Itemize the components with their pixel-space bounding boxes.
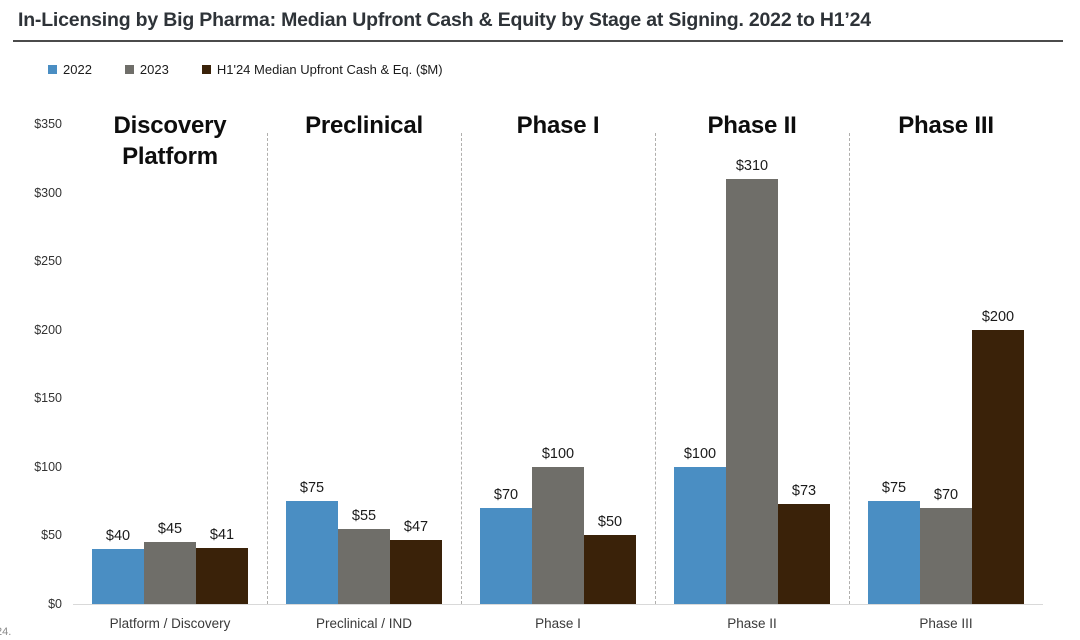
bar-value-label: $40 bbox=[105, 528, 131, 544]
y-axis-tick-label: $50 bbox=[41, 528, 62, 543]
bar-value-label: $75 bbox=[299, 480, 325, 496]
bar-value-label: $70 bbox=[493, 487, 519, 503]
bar-cluster: $100 $310 $73 bbox=[674, 124, 830, 604]
bar-with-label: $50 bbox=[584, 514, 636, 604]
page-title: In-Licensing by Big Pharma: Median Upfro… bbox=[18, 9, 871, 31]
chart-group: Discovery Platform $40 $45 $41 Platform / Di… bbox=[73, 112, 267, 631]
y-axis-tick-label: $250 bbox=[34, 254, 62, 269]
bar-value-label: $100 bbox=[683, 446, 717, 462]
bar-with-label: $45 bbox=[144, 521, 196, 604]
group-header: Phase III bbox=[898, 112, 994, 139]
bar-value-label: $73 bbox=[791, 483, 817, 499]
bar-with-label: $100 bbox=[674, 446, 726, 604]
y-axis-tick-label: $200 bbox=[34, 322, 62, 337]
bar-with-label: $200 bbox=[972, 309, 1024, 604]
bar-value-label: $70 bbox=[933, 487, 959, 503]
legend-label: H1'24 Median Upfront Cash & Eq. ($M) bbox=[216, 62, 443, 77]
group-divider bbox=[655, 133, 656, 604]
bar-with-label: $70 bbox=[480, 487, 532, 604]
x-axis-label: Phase III bbox=[919, 616, 973, 631]
bar-value-label: $200 bbox=[981, 309, 1015, 325]
bar-2022 bbox=[92, 549, 144, 604]
bar-with-label: $75 bbox=[868, 480, 920, 604]
bar-value-label: $47 bbox=[403, 519, 429, 535]
chart-group: Phase I $70 $100 $50 Phase I bbox=[461, 112, 655, 631]
legend: 2022 2023 H1'24 Median Upfront Cash & Eq. … bbox=[48, 62, 443, 77]
bar-value-label: $45 bbox=[157, 521, 183, 537]
y-axis-tick-label: $150 bbox=[34, 391, 62, 406]
bar-cluster: $75 $70 $200 bbox=[868, 124, 1024, 604]
legend-item-2: 2023 bbox=[124, 62, 169, 77]
bar-h1'24 bbox=[584, 535, 636, 604]
legend-item-3: H1'24 Median Upfront Cash & Eq. ($M) bbox=[201, 62, 443, 77]
group-divider bbox=[849, 133, 850, 604]
bar-with-label: $55 bbox=[338, 508, 390, 604]
y-axis-tick-label: $350 bbox=[34, 117, 62, 131]
group-header: Preclinical bbox=[305, 112, 423, 139]
group-divider bbox=[461, 133, 462, 604]
bar-2023 bbox=[144, 542, 196, 604]
bar-2022 bbox=[868, 501, 920, 604]
bar-2022 bbox=[480, 508, 532, 604]
y-axis-tick-label: $0 bbox=[48, 597, 62, 611]
bar-value-label: $50 bbox=[597, 514, 623, 530]
title-divider bbox=[13, 40, 1063, 42]
bar-value-label: $75 bbox=[881, 480, 907, 496]
bar-h1'24 bbox=[778, 504, 830, 604]
bar-h1'24 bbox=[972, 330, 1024, 604]
bar-value-label: $41 bbox=[209, 527, 235, 543]
x-axis-label: Phase II bbox=[727, 616, 777, 631]
legend-swatch-icon bbox=[124, 65, 134, 74]
group-header: Discovery Platform bbox=[113, 112, 227, 171]
bar-value-label: $100 bbox=[541, 446, 575, 462]
group-divider bbox=[267, 133, 268, 604]
bar-cluster: $40 $45 $41 bbox=[92, 124, 248, 604]
bar-chart-plot-area: Discovery Platform $40 $45 $41 Platform / Di… bbox=[73, 112, 1043, 631]
bar-with-label: $75 bbox=[286, 480, 338, 604]
bar-with-label: $47 bbox=[390, 519, 442, 604]
bar-value-label: $55 bbox=[351, 508, 377, 524]
y-axis: $0 $50 $100 $150 $200 $250 $300 $350 bbox=[0, 117, 62, 611]
bar-with-label: $310 bbox=[726, 158, 778, 604]
x-axis-label: Preclinical / IND bbox=[315, 616, 413, 631]
bar-h1'24 bbox=[390, 540, 442, 604]
group-header: Phase I bbox=[516, 112, 600, 139]
bar-2023 bbox=[532, 467, 584, 604]
bar-value-label: $310 bbox=[735, 158, 769, 174]
legend-item-1: 2022 bbox=[48, 62, 92, 77]
bar-cluster: $75 $55 $47 bbox=[286, 124, 442, 604]
bar-2023 bbox=[920, 508, 972, 604]
x-axis-label: Phase I bbox=[535, 616, 581, 631]
bar-2023 bbox=[338, 529, 390, 604]
legend-label: 2022 bbox=[63, 62, 92, 77]
legend-swatch-icon bbox=[48, 65, 57, 74]
bar-with-label: $40 bbox=[92, 528, 144, 604]
legend-swatch-icon bbox=[201, 65, 211, 74]
footnote-text: 24. bbox=[0, 626, 12, 638]
bar-2023 bbox=[726, 179, 778, 604]
chart-group: Preclinical $75 $55 $47 Preclinical / IND bbox=[267, 112, 461, 631]
bar-with-label: $70 bbox=[920, 487, 972, 604]
bar-with-label: $41 bbox=[196, 527, 248, 604]
x-axis-label: Platform / Discovery bbox=[109, 616, 231, 631]
y-axis-tick-label: $100 bbox=[34, 459, 62, 474]
chart-group: Phase II $100 $310 $73 Phase II bbox=[655, 112, 849, 631]
bar-with-label: $100 bbox=[532, 446, 584, 604]
y-axis-tick-label: $300 bbox=[34, 185, 62, 200]
group-header: Phase II bbox=[707, 112, 797, 139]
chart-group: Phase III $75 $70 $200 Phase III bbox=[849, 112, 1043, 631]
bar-2022 bbox=[286, 501, 338, 604]
bar-with-label: $73 bbox=[778, 483, 830, 604]
bar-cluster: $70 $100 $50 bbox=[480, 124, 636, 604]
bar-h1'24 bbox=[196, 548, 248, 604]
bar-2022 bbox=[674, 467, 726, 604]
legend-label: 2023 bbox=[139, 62, 169, 77]
